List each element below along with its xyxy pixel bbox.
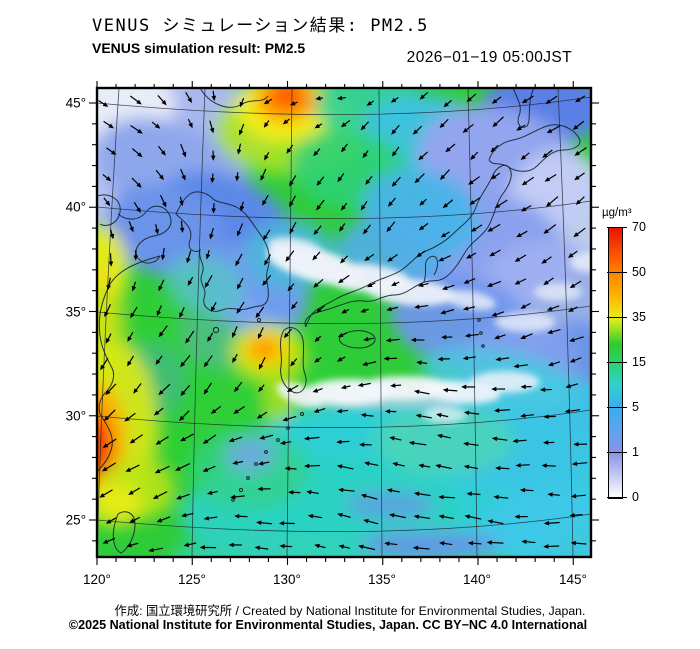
lon-axis-label: 145° xyxy=(559,572,587,587)
lat-axis-label: 35° xyxy=(66,305,86,320)
lon-axis-label: 125° xyxy=(178,572,206,587)
page-title-english: VENUS simulation result: PM2.5 xyxy=(92,40,306,56)
timestamp: 2026−01−19 05:00JST xyxy=(406,49,572,66)
axis-labels: 120° 125° 130° 135° 140° 145° 45° 40° 35° 30° 25° xyxy=(66,96,587,588)
map-frame xyxy=(95,86,593,559)
colorbar-tick xyxy=(607,496,627,498)
colorbar-tick-label: 70 xyxy=(632,220,646,234)
axis-ticks xyxy=(89,81,599,565)
lon-axis-label: 120° xyxy=(83,572,111,587)
lat-axis-label: 30° xyxy=(66,409,86,424)
page-title-japanese: VENUS シミュレーション結果: PM2.5 xyxy=(92,16,429,36)
colorbar-tick-label: 15 xyxy=(632,355,646,369)
colorbar-tick-label: 35 xyxy=(632,310,646,324)
colorbar-unit-label: µg/m³ xyxy=(602,207,632,219)
colorbar-tick xyxy=(607,226,627,228)
lat-axis-label: 40° xyxy=(66,200,86,215)
colorbar-tick-label: 50 xyxy=(632,265,646,279)
colorbar-tick-label: 1 xyxy=(632,445,639,459)
wind-arrow-layer xyxy=(98,90,588,553)
lat-axis-label: 25° xyxy=(66,513,86,528)
lon-axis-label: 130° xyxy=(273,572,301,587)
map-content xyxy=(97,88,591,557)
colorbar-gradient xyxy=(608,227,623,499)
copyright-text: ©2025 National Institute for Environment… xyxy=(68,618,588,632)
credit-text: 作成: 国立環境研究所 / Created by National Instit… xyxy=(114,604,586,618)
colorbar-tick xyxy=(607,451,627,453)
lat-axis-label: 45° xyxy=(66,96,86,111)
colorbar-tick-label: 5 xyxy=(632,400,639,414)
colorbar-tick xyxy=(607,316,627,318)
colorbar-tick-label: 0 xyxy=(632,490,639,504)
colorbar-tick xyxy=(607,406,627,408)
colorbar-tick xyxy=(607,361,627,363)
lon-axis-label: 140° xyxy=(463,572,491,587)
colorbar-tick xyxy=(607,271,627,273)
lon-axis-label: 135° xyxy=(368,572,396,587)
